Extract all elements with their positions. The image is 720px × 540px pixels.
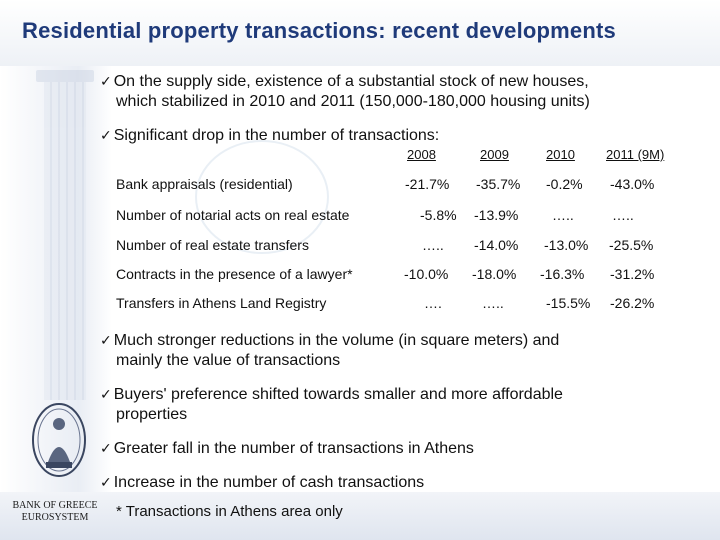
cell-value: -26.2% xyxy=(610,295,655,311)
cell-value: -14.0% xyxy=(474,237,519,253)
bullet-text: Buyers' preference shifted towards small… xyxy=(113,386,563,403)
checkmark-icon: ✓ xyxy=(100,387,112,403)
row-label: Bank appraisals (residential) xyxy=(116,176,293,192)
row-label: Transfers in Athens Land Registry xyxy=(116,295,327,311)
table-header-2011: 2011 (9M) xyxy=(606,147,665,162)
page-title: Residential property transactions: recen… xyxy=(22,18,616,43)
footer-band xyxy=(0,492,720,540)
checkmark-icon: ✓ xyxy=(100,441,112,457)
cell-value: -31.2% xyxy=(610,266,655,282)
cell-value: ….. xyxy=(552,207,574,223)
cell-value: -25.5% xyxy=(609,237,654,253)
bullet-text: Much stronger reductions in the volume (… xyxy=(113,332,560,349)
table-row: Transfers in Athens Land Registry …. …..… xyxy=(0,295,720,313)
cell-value: -10.0% xyxy=(404,266,449,282)
cell-value: ….. xyxy=(482,295,504,311)
checkmark-icon: ✓ xyxy=(100,475,112,491)
cell-value: -21.7% xyxy=(405,176,450,192)
bullet-stronger-reductions: ✓ Much stronger reductions in the volume … xyxy=(100,331,559,370)
column-pillar-icon xyxy=(36,70,94,400)
footnote: * Transactions in Athens area only xyxy=(116,503,343,520)
bullet-text-continued: which stabilized in 2010 and 2011 (150,0… xyxy=(116,93,590,110)
cell-value: ….. xyxy=(422,237,444,253)
watermark-emblem-icon xyxy=(195,140,329,254)
table-header-2008: 2008 xyxy=(407,147,436,162)
cell-value: -0.2% xyxy=(546,176,583,192)
bullet-transactions-drop: ✓ Significant drop in the number of trans… xyxy=(100,126,439,146)
bullet-text-continued: properties xyxy=(116,406,188,423)
bullet-buyers-preference: ✓ Buyers' preference shifted towards smal… xyxy=(100,385,563,424)
bullet-cash-transactions: ✓ Increase in the number of cash transact… xyxy=(100,473,424,493)
cell-value: -13.0% xyxy=(544,237,589,253)
bullet-text: Greater fall in the number of transactio… xyxy=(113,440,474,457)
table-header-2009: 2009 xyxy=(480,147,509,162)
bank-logo-text: BANK OF GREECE EUROSYSTEM xyxy=(12,500,98,523)
checkmark-icon: ✓ xyxy=(100,333,112,349)
cell-value: -13.9% xyxy=(474,207,519,223)
cell-value: …. xyxy=(424,295,442,311)
table-header-2010: 2010 xyxy=(546,147,575,162)
table-row: Bank appraisals (residential) -21.7% -35… xyxy=(0,176,720,194)
bullet-text-continued: mainly the value of transactions xyxy=(116,352,341,369)
cell-value: -35.7% xyxy=(476,176,521,192)
bullet-supply: ✓ On the supply side, existence of a subs… xyxy=(100,72,590,111)
bullet-athens-fall: ✓ Greater fall in the number of transacti… xyxy=(100,439,474,459)
checkmark-icon: ✓ xyxy=(100,128,112,144)
cell-value: -18.0% xyxy=(472,266,517,282)
cell-value: -43.0% xyxy=(610,176,655,192)
table-row: Number of real estate transfers ….. -14.… xyxy=(0,237,720,255)
bullet-text: Significant drop in the number of transa… xyxy=(113,127,440,144)
table-row: Contracts in the presence of a lawyer* -… xyxy=(0,266,720,284)
bullet-text: On the supply side, existence of a subst… xyxy=(113,73,589,90)
bank-seal-icon xyxy=(32,403,86,477)
cell-value: -15.5% xyxy=(546,295,591,311)
title-bar: Residential property transactions: recen… xyxy=(0,0,720,66)
cell-value: -5.8% xyxy=(420,207,457,223)
row-label: Contracts in the presence of a lawyer* xyxy=(116,266,353,282)
bullet-text: Increase in the number of cash transacti… xyxy=(113,474,425,491)
cell-value: -16.3% xyxy=(540,266,585,282)
row-label: Number of notarial acts on real estate xyxy=(116,207,350,223)
table-row: Number of notarial acts on real estate -… xyxy=(0,207,720,225)
row-label: Number of real estate transfers xyxy=(116,237,309,253)
cell-value: ….. xyxy=(612,207,634,223)
checkmark-icon: ✓ xyxy=(100,74,112,90)
